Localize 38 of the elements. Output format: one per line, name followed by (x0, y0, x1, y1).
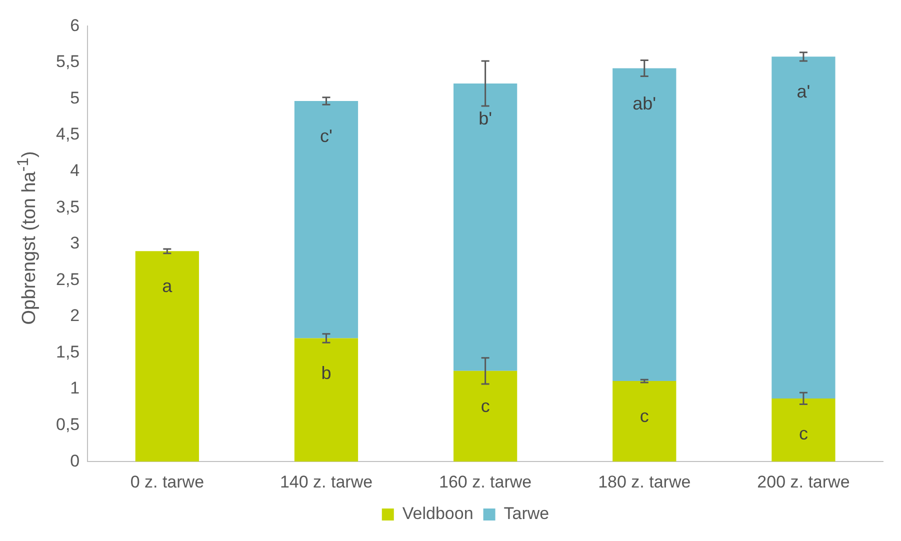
y-tick-label: 0,5 (56, 415, 80, 434)
legend-label: Veldboon (402, 504, 474, 524)
annotation: a' (796, 82, 810, 102)
legend-label: Tarwe (504, 504, 550, 524)
x-tick-label: 200 z. tarwe (757, 472, 850, 492)
annotation: c' (320, 126, 332, 146)
y-tick-label: 1 (70, 378, 80, 398)
bar (135, 251, 199, 462)
bar (612, 68, 676, 382)
bar (454, 370, 518, 462)
annotation: c (798, 423, 808, 444)
y-tick-label: 4 (70, 161, 80, 180)
annotation: b (321, 363, 332, 384)
y-tick-label: 2 (70, 306, 80, 326)
bar (772, 398, 836, 462)
y-tick-label: 3,5 (56, 197, 80, 216)
y-tick-label: 4,5 (56, 124, 80, 144)
x-tick-label: 180 z. tarwe (598, 472, 691, 492)
y-tick-label: 6 (70, 16, 80, 35)
annotation: c (480, 396, 490, 416)
annotation: a (162, 276, 174, 296)
bar (772, 56, 836, 398)
annotation: c (640, 406, 649, 426)
x-tick-label: 140 z. tarwe (280, 472, 373, 492)
y-tick-label: 1,5 (56, 342, 80, 362)
bar (454, 84, 518, 371)
annotation: ab' (632, 93, 656, 114)
annotation: b' (478, 108, 492, 128)
x-tick-label: 0 z. tarwe (130, 472, 204, 492)
y-tick-label: 0 (70, 451, 80, 470)
y-tick-label: 5,5 (56, 52, 80, 72)
x-tick-label: 160 z. tarwe (439, 472, 532, 492)
bar (294, 338, 358, 462)
bar (612, 381, 676, 462)
y-tick-label: 2,5 (56, 270, 80, 289)
y-tick-label: 3 (70, 234, 80, 253)
y-tick-label: 5 (70, 88, 80, 108)
bar (294, 100, 358, 338)
